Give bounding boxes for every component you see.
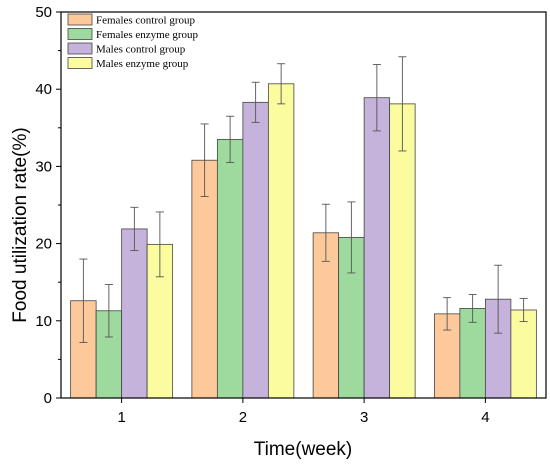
- error-bars-layer: [79, 56, 528, 343]
- legend-label-1: Females control group: [96, 15, 195, 27]
- bars-layer: [70, 83, 537, 399]
- y-tick-label-20: 20: [35, 236, 52, 253]
- x-tick-label-3: 3: [360, 409, 368, 426]
- error-bar-week3-series2: [347, 201, 356, 274]
- y-tick-label-40: 40: [35, 81, 52, 98]
- error-bar-week4-series4: [519, 297, 528, 323]
- error-bar-week2-series4: [277, 63, 286, 105]
- bar-week4-series4: [510, 309, 537, 399]
- legend-label-3: Males control group: [96, 44, 186, 56]
- y-tick-label-50: 50: [35, 4, 52, 21]
- y-tick-label-10: 10: [35, 313, 52, 330]
- x-tick-label-4: 4: [481, 409, 489, 426]
- legend-label-2: Females enzyme group: [96, 29, 199, 41]
- error-bar-week3-series3: [372, 64, 381, 132]
- error-bar-week2-series1: [200, 123, 209, 197]
- legend-swatch-4: [67, 57, 93, 69]
- legend-swatch-3: [67, 42, 93, 55]
- y-axis-title: Food utilization rate(%): [10, 127, 31, 322]
- legend-label-4: Males enzyme group: [96, 58, 189, 70]
- x-tick-label-2: 2: [239, 409, 247, 426]
- bar-week3-series3: [363, 97, 391, 399]
- error-bar-week2-series3: [251, 81, 260, 123]
- error-bar-week4-series1: [443, 297, 452, 331]
- error-bar-week1-series4: [155, 211, 164, 278]
- error-bar-week1-series2: [104, 284, 113, 338]
- bar-week2-series2: [216, 138, 244, 399]
- error-bar-week1-series1: [79, 258, 88, 343]
- bar-week1-series3: [121, 228, 148, 399]
- y-tick-label-30: 30: [35, 158, 52, 175]
- legend-swatch-2: [67, 28, 93, 40]
- x-tick-label-1: 1: [117, 409, 125, 426]
- error-bar-week4-series3: [494, 264, 503, 334]
- bar-week2-series3: [242, 101, 269, 399]
- error-bar-week3-series1: [321, 203, 330, 262]
- legend: Females control group Females enzyme grou…: [67, 13, 199, 70]
- y-tick-label-0: 0: [44, 390, 52, 407]
- error-bar-week3-series4: [398, 56, 407, 152]
- legend-swatch-1: [67, 13, 93, 26]
- error-bar-week1-series3: [130, 206, 139, 251]
- error-bar-week4-series2: [468, 294, 477, 323]
- bar-week2-series4: [267, 83, 295, 399]
- error-bar-week2-series2: [226, 115, 235, 163]
- x-axis-title: Time(week): [254, 439, 353, 460]
